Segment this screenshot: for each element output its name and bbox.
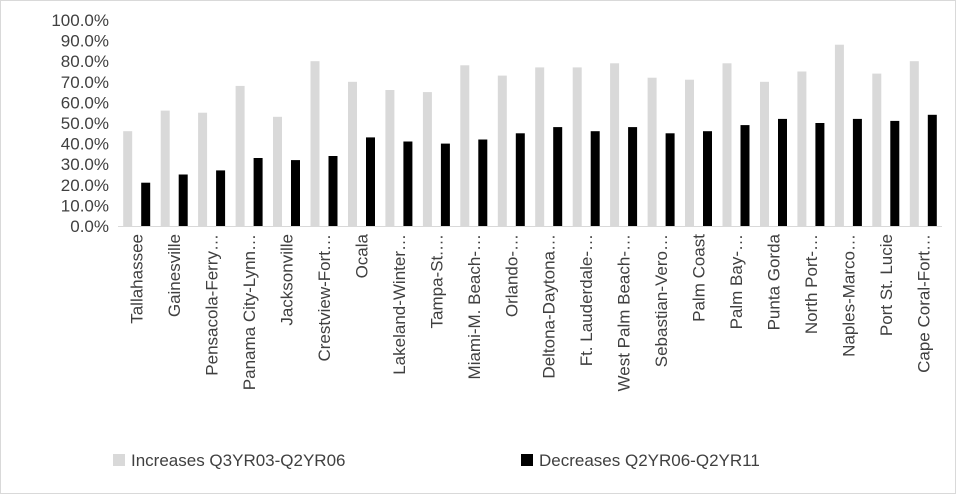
bar-decreases <box>366 137 375 226</box>
x-tick-label: Orlando-… <box>502 234 521 317</box>
bar-increases <box>123 131 133 226</box>
bar-decreases <box>890 120 900 226</box>
x-tick-label: Sebastian-Vero… <box>652 234 671 367</box>
y-axis: 0.0% 10.0%20.0% 30.0%40.0% 50.0% 60.0%70.0% 8… <box>51 11 109 236</box>
y-tick-label: 40.0% <box>61 135 109 154</box>
bar-increases <box>273 116 282 226</box>
bar-increases <box>722 63 732 226</box>
bar-decreases <box>778 118 787 226</box>
bar-increases <box>460 65 470 226</box>
x-tick-label: Deltona-Daytona… <box>540 234 559 379</box>
y-tick-label: 20.0% <box>61 176 109 195</box>
bar-decreases <box>515 133 525 226</box>
bar-increases <box>685 79 694 226</box>
legend-label-decreases: Decreases Q2YR06-Q2YR11 <box>539 451 760 470</box>
bar-decreases <box>141 182 151 226</box>
bar-increases <box>535 67 545 227</box>
bar-increases <box>422 92 432 226</box>
bar-increases <box>872 73 882 226</box>
y-tick-label: 100.0% <box>51 11 109 30</box>
bar-increases <box>385 90 395 226</box>
bar-decreases <box>815 123 825 226</box>
y-tick-label: 90.0% <box>61 32 109 51</box>
bar-increases <box>572 67 582 227</box>
y-tick-label: 60.0% <box>61 93 109 112</box>
bar-decreases <box>927 114 937 226</box>
bar-increases <box>160 110 170 226</box>
legend-label-increases: Increases Q3YR03-Q2YR06 <box>131 451 346 470</box>
x-tick-label: Tallahassee <box>128 234 147 324</box>
x-tick-label: Tampa-St.… <box>427 234 446 328</box>
x-tick-label: Panama City-Lynn… <box>240 234 259 390</box>
y-tick-label: 0.0% <box>70 217 109 236</box>
y-tick-label: 30.0% <box>61 155 109 174</box>
x-tick-label: Palm Coast <box>690 234 709 322</box>
x-tick-label: Ocala <box>353 233 372 278</box>
bar-decreases <box>216 170 226 226</box>
bar-increases <box>834 44 844 227</box>
bar-decreases <box>291 160 300 226</box>
x-tick-label: Port St. Lucie <box>877 234 896 336</box>
bar-decreases <box>553 127 563 226</box>
bar-increases <box>760 81 769 226</box>
x-tick-label: North Port-… <box>802 234 821 334</box>
bar-decreases <box>703 131 712 226</box>
y-tick-label: 50.0% <box>61 114 109 133</box>
x-tick-label: Crestview-Fort… <box>315 234 334 362</box>
x-tick-label: Gainesville <box>165 234 184 317</box>
bar-decreases <box>328 156 338 226</box>
bar-decreases <box>403 141 413 226</box>
legend-swatch-decreases <box>521 454 533 466</box>
x-axis: Tallahassee Gainesville Pensacola-Ferry… Pa… <box>118 226 942 391</box>
bar-decreases <box>665 133 675 226</box>
bar-decreases <box>478 139 488 226</box>
bar-decreases <box>628 127 638 226</box>
bar-increases <box>310 61 320 227</box>
x-tick-label: Lakeland-Winter… <box>390 234 409 375</box>
bar-increases <box>797 71 807 226</box>
bar-increases <box>235 85 245 227</box>
x-tick-label: Palm Bay-… <box>727 234 746 329</box>
bar-increases <box>198 112 208 226</box>
x-tick-label: West Palm Beach-… <box>615 234 634 391</box>
x-tick-label: Punta Gorda <box>765 233 784 330</box>
legend: Increases Q3YR03-Q2YR06 Decreases Q2YR06… <box>113 451 760 470</box>
x-tick-label: Naples-Marco… <box>839 234 858 357</box>
bar-decreases <box>253 158 263 226</box>
x-tick-label: Pensacola-Ferry… <box>203 234 222 376</box>
bar-increases <box>348 81 357 226</box>
bar-decreases <box>440 143 450 226</box>
x-tick-label: Jacksonville <box>278 234 297 326</box>
bar-decreases <box>590 131 600 226</box>
bars <box>123 44 937 227</box>
x-tick-label: Miami-M. Beach-… <box>465 234 484 379</box>
bar-increases <box>647 77 657 226</box>
bar-decreases <box>740 125 750 226</box>
bar-decreases <box>852 118 862 226</box>
x-tick-label: Cape Coral-Fort… <box>914 234 933 373</box>
bar-decreases <box>178 174 188 226</box>
bar-increases <box>610 63 620 226</box>
x-tick-label: Ft. Lauderdale-… <box>577 234 596 366</box>
y-tick-label: 70.0% <box>61 73 109 92</box>
bar-increases <box>909 61 919 227</box>
bar-increases <box>497 75 507 226</box>
y-tick-label: 10.0% <box>61 196 109 215</box>
legend-swatch-increases <box>113 454 125 466</box>
y-tick-label: 80.0% <box>61 52 109 71</box>
